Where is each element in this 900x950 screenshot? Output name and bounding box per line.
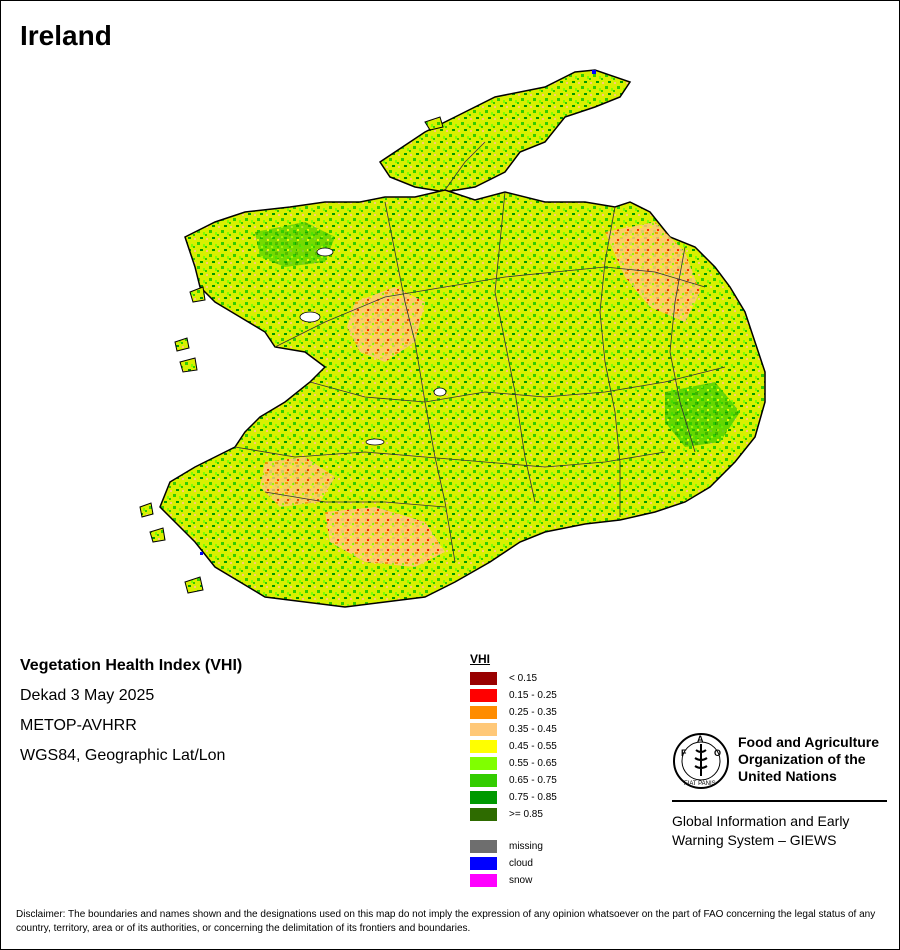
legend-swatch [470, 857, 497, 870]
dry-zone-west [347, 287, 425, 362]
legend-swatch [470, 757, 497, 770]
legend-label: 0.65 - 0.75 [509, 775, 557, 786]
legend-item: 0.55 - 0.65 [470, 755, 557, 772]
legend-label: 0.45 - 0.55 [509, 741, 557, 752]
map-title: Ireland [20, 20, 112, 51]
region-north-west [378, 69, 632, 193]
legend-title: VHI [470, 652, 491, 666]
legend-label: 0.25 - 0.35 [509, 707, 557, 718]
map-info: Vegetation Health Index (VHI) Dekad 3 Ma… [20, 657, 242, 777]
legend-item: 0.15 - 0.25 [470, 687, 557, 704]
branding-divider [672, 800, 887, 802]
legend-swatch [470, 672, 497, 685]
legend-label: 0.35 - 0.45 [509, 724, 557, 735]
legend-label: cloud [509, 858, 533, 869]
legend-swatch [470, 874, 497, 887]
vhi-map [139, 69, 766, 608]
legend-swatch [470, 774, 497, 787]
organization-name: Food and Agriculture Organization of the… [738, 734, 880, 784]
svg-text:FIAT PANIS: FIAT PANIS [684, 781, 716, 787]
legend-label: >= 0.85 [509, 809, 543, 820]
cloud-pixels [200, 70, 596, 555]
legend-label: snow [509, 875, 533, 886]
index-name: Vegetation Health Index (VHI) [20, 657, 243, 674]
svg-text:A: A [697, 734, 704, 744]
legend-item: missing [470, 838, 557, 855]
legend-swatch [470, 706, 497, 719]
legend-item: snow [470, 872, 557, 889]
legend-swatch [470, 740, 497, 753]
disclaimer: Disclaimer: The boundaries and names sho… [16, 909, 876, 934]
legend-item: < 0.15 [470, 670, 557, 687]
legend-item: 0.75 - 0.85 [470, 789, 557, 806]
legend-swatch [470, 723, 497, 736]
green-zone-north [255, 222, 335, 267]
legend-item: >= 0.85 [470, 806, 557, 823]
coastal-islands [139, 116, 444, 594]
legend-item: 0.35 - 0.45 [470, 721, 557, 738]
fao-logo-icon: F A O FIAT PANIS [673, 733, 729, 789]
legend-label: 0.15 - 0.25 [509, 690, 557, 701]
legend-swatch [470, 791, 497, 804]
legend-swatch [470, 689, 497, 702]
sensor-label: METOP-AVHRR [20, 717, 137, 734]
legend-item: 0.25 - 0.35 [470, 704, 557, 721]
legend-label: missing [509, 841, 543, 852]
legend-other: missing cloud snow [470, 838, 557, 889]
green-zone-south-east [665, 382, 740, 447]
legend-item: cloud [470, 855, 557, 872]
projection-label: WGS84, Geographic Lat/Lon [20, 747, 226, 764]
svg-text:F: F [681, 748, 687, 758]
legend-swatch [470, 808, 497, 821]
legend-label: 0.75 - 0.85 [509, 792, 557, 803]
legend-label: 0.55 - 0.65 [509, 758, 557, 769]
legend-item: 0.45 - 0.55 [470, 738, 557, 755]
legend-label: < 0.15 [509, 673, 538, 684]
legend-swatch [470, 840, 497, 853]
lakes [299, 247, 447, 446]
legend-item: 0.65 - 0.75 [470, 772, 557, 789]
dry-zone-south [325, 507, 445, 567]
legend: VHI < 0.15 0.15 - 0.25 0.25 - 0.35 0.35 - 0… [470, 652, 557, 889]
svg-text:O: O [714, 748, 721, 758]
legend-classes: < 0.15 0.15 - 0.25 0.25 - 0.35 0.35 - 0.45 0… [470, 670, 557, 823]
county-boundaries [234, 141, 726, 563]
period-label: Dekad 3 May 2025 [20, 687, 155, 704]
giews-label: Global Information and Early Warning Sys… [672, 813, 850, 848]
